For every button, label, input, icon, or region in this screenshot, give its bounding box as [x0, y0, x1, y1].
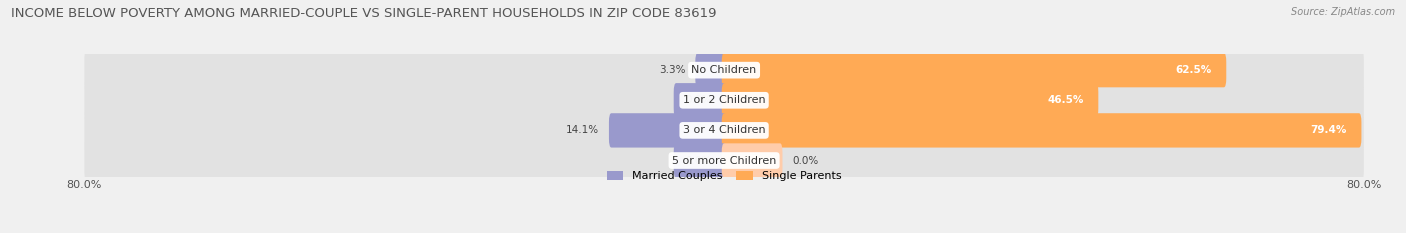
- Legend: Married Couples, Single Parents: Married Couples, Single Parents: [607, 171, 841, 182]
- Text: 0.0%: 0.0%: [792, 155, 818, 165]
- Text: 3 or 4 Children: 3 or 4 Children: [683, 125, 765, 135]
- Text: 0.0%: 0.0%: [686, 95, 711, 105]
- FancyBboxPatch shape: [84, 136, 1364, 185]
- Text: 1 or 2 Children: 1 or 2 Children: [683, 95, 765, 105]
- Text: INCOME BELOW POVERTY AMONG MARRIED-COUPLE VS SINGLE-PARENT HOUSEHOLDS IN ZIP COD: INCOME BELOW POVERTY AMONG MARRIED-COUPL…: [11, 7, 717, 20]
- FancyBboxPatch shape: [721, 53, 1226, 87]
- FancyBboxPatch shape: [609, 113, 727, 147]
- FancyBboxPatch shape: [721, 113, 1361, 147]
- FancyBboxPatch shape: [673, 143, 727, 178]
- FancyBboxPatch shape: [696, 53, 727, 87]
- Text: 0.0%: 0.0%: [686, 155, 711, 165]
- Text: 62.5%: 62.5%: [1175, 65, 1212, 75]
- Text: 5 or more Children: 5 or more Children: [672, 155, 776, 165]
- Text: Source: ZipAtlas.com: Source: ZipAtlas.com: [1291, 7, 1395, 17]
- FancyBboxPatch shape: [84, 106, 1364, 155]
- FancyBboxPatch shape: [721, 83, 1098, 117]
- Text: 3.3%: 3.3%: [659, 65, 686, 75]
- Text: 79.4%: 79.4%: [1310, 125, 1347, 135]
- FancyBboxPatch shape: [673, 83, 727, 117]
- FancyBboxPatch shape: [84, 76, 1364, 125]
- Text: 46.5%: 46.5%: [1047, 95, 1084, 105]
- FancyBboxPatch shape: [84, 46, 1364, 95]
- Text: 14.1%: 14.1%: [567, 125, 599, 135]
- Text: No Children: No Children: [692, 65, 756, 75]
- FancyBboxPatch shape: [721, 143, 783, 178]
